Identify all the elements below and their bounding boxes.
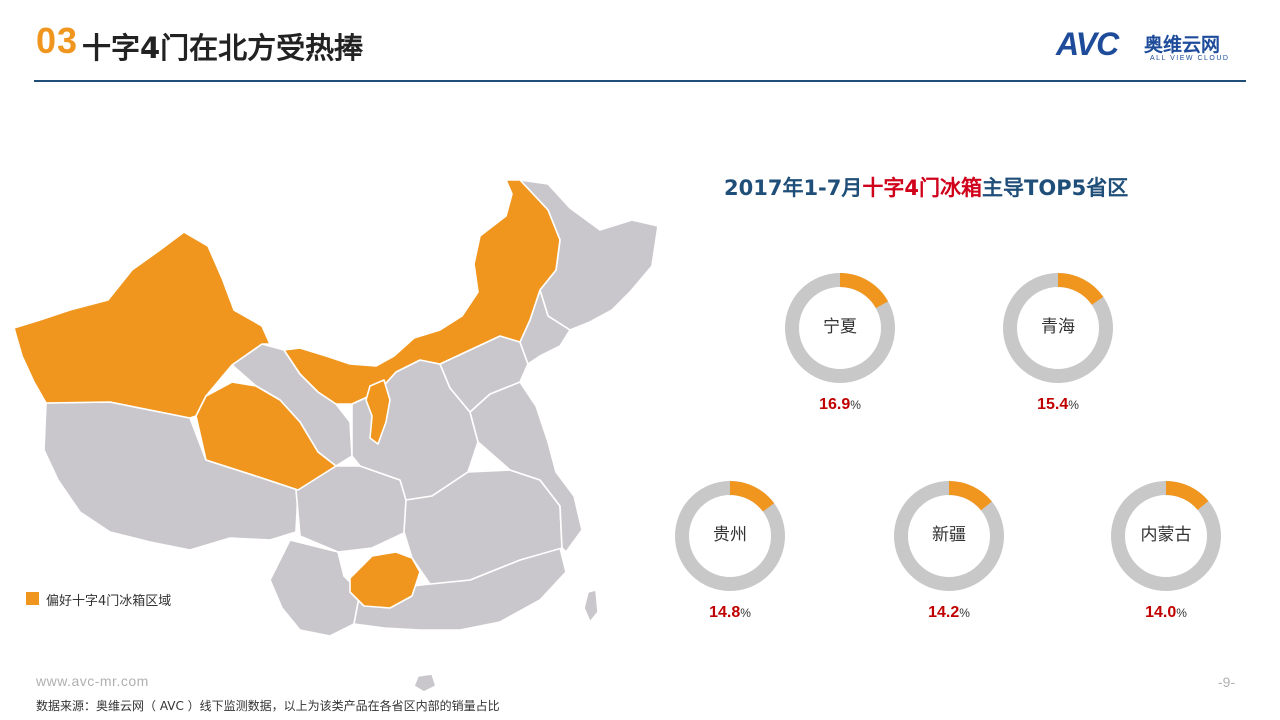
map-region-yunnan [269, 539, 361, 637]
donut-arc [894, 481, 1004, 591]
donut-value-number: 14.2 [928, 604, 960, 621]
footer-source: 数据来源：奥维云网（ AVC ）线下监测数据，以上为该类产品在各省区内部的销量占… [36, 699, 500, 713]
donut-value-number: 15.4 [1037, 396, 1069, 413]
map-region-hainan [413, 673, 437, 693]
page-number: -9- [1218, 674, 1236, 690]
donut-inner-mongolia: 内蒙古 14.0% [1106, 476, 1226, 626]
percent-sign: % [850, 398, 861, 412]
donut-ring [894, 481, 1004, 591]
donut-ningxia: 宁夏 16.9% [780, 268, 900, 418]
donut-label: 贵州 [713, 525, 747, 545]
map-region-east-coast [469, 381, 583, 553]
map-region-xinjiang [13, 231, 271, 419]
map-region-guizhou [349, 551, 421, 609]
donut-ring [1111, 481, 1221, 591]
map-region-ningxia [365, 379, 391, 445]
legend-label: 偏好十字4门冰箱区域 [46, 594, 172, 609]
section-number: 03 [36, 20, 79, 61]
donut-ring [1003, 273, 1113, 383]
legend-swatch [26, 592, 39, 605]
page-title: 十字4门在北方受热捧 [82, 31, 364, 65]
donut-arc [675, 481, 785, 591]
donut-xinjiang: 新疆 14.2% [889, 476, 1009, 626]
chart-title-prefix: 2017年1-7月 [724, 176, 863, 200]
donut-value-number: 16.9 [819, 396, 851, 413]
china-map [13, 179, 659, 693]
logo-brand-en: ALL VIEW CLOUD [1150, 55, 1230, 62]
avc-logo: AVC 奥维云网 ALL VIEW CLOUD [1056, 26, 1256, 68]
map-region-tibet [43, 401, 299, 551]
donut-value: 16.9% [780, 394, 900, 414]
chart-title-suffix: 主导TOP5省区 [982, 176, 1129, 200]
header-divider [34, 80, 1246, 82]
donut-label: 新疆 [932, 525, 966, 545]
donut-value-number: 14.0 [1145, 604, 1177, 621]
donut-arc [785, 273, 895, 383]
logo-brand-cn: 奥维云网 [1144, 34, 1221, 56]
chart-title-highlight: 十字4门冰箱 [862, 176, 983, 200]
chart-title: 2017年1-7月十字4门冰箱主导TOP5省区 [724, 172, 1128, 202]
donut-label: 青海 [1041, 317, 1075, 337]
donut-arc [1111, 481, 1221, 591]
donut-label: 宁夏 [823, 317, 857, 337]
percent-sign: % [959, 606, 970, 620]
percent-sign: % [1068, 398, 1079, 412]
footer-url: www.avc-mr.com [36, 673, 149, 689]
donut-value: 14.0% [1106, 602, 1226, 622]
donut-label: 内蒙古 [1140, 525, 1192, 545]
donut-ring [675, 481, 785, 591]
map-region-taiwan [583, 589, 599, 623]
donut-ring [785, 273, 895, 383]
donut-qinghai: 青海 15.4% [998, 268, 1118, 418]
percent-sign: % [740, 606, 751, 620]
percent-sign: % [1176, 606, 1187, 620]
donut-value: 14.8% [670, 602, 790, 622]
donut-arc [1003, 273, 1113, 383]
donut-value: 14.2% [889, 602, 1009, 622]
donut-value-number: 14.8 [709, 604, 741, 621]
donut-guizhou: 贵州 14.8% [670, 476, 790, 626]
map-region-qinghai [195, 381, 337, 491]
donut-value: 15.4% [998, 394, 1118, 414]
logo-brand: AVC [1056, 26, 1119, 62]
